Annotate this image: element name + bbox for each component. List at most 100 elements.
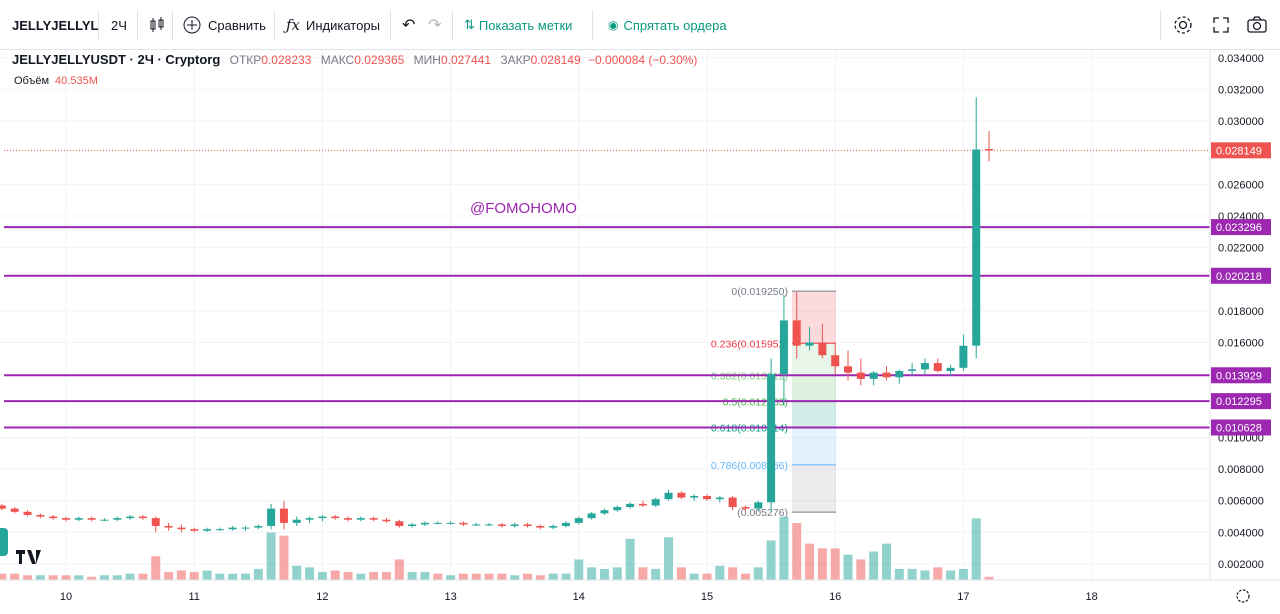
candle-body bbox=[472, 524, 481, 526]
redo-icon: ↷ bbox=[428, 17, 442, 34]
volume-bar bbox=[894, 568, 904, 580]
volume-bar bbox=[279, 535, 289, 580]
level-price-label: 0.012295 bbox=[1216, 396, 1262, 408]
candle-body bbox=[626, 503, 635, 508]
candle-body bbox=[549, 526, 558, 528]
x-tick-label: 14 bbox=[573, 591, 585, 603]
volume-bar bbox=[920, 570, 930, 580]
volume-bar bbox=[292, 565, 302, 580]
undo-icon: ↶ bbox=[402, 17, 416, 34]
candle-body bbox=[728, 497, 737, 508]
interval-button[interactable]: 2Ч bbox=[111, 17, 127, 33]
indicators-button[interactable]: ƒx Индикаторы bbox=[286, 0, 380, 50]
chart-type-button[interactable] bbox=[148, 0, 166, 50]
volume-bar bbox=[843, 554, 853, 580]
volume-bar bbox=[587, 567, 597, 580]
volume-bar bbox=[458, 573, 468, 580]
left-panel-toggle[interactable] bbox=[0, 528, 8, 556]
volume-bar bbox=[612, 567, 622, 580]
candle-body bbox=[23, 511, 32, 515]
volume-bar bbox=[856, 559, 866, 580]
x-tick-label: 16 bbox=[829, 591, 841, 603]
tradingview-logo-icon bbox=[16, 550, 46, 570]
candle-body bbox=[869, 372, 878, 379]
volume-bar bbox=[805, 543, 815, 580]
y-tick-label: 0.032000 bbox=[1218, 84, 1264, 96]
level-price-tag bbox=[1211, 219, 1271, 236]
open-value: 0.028233 bbox=[261, 53, 312, 67]
x-tick-label: 13 bbox=[444, 591, 456, 603]
volume-bar bbox=[881, 543, 891, 580]
candle-body bbox=[715, 497, 724, 500]
volume-bar bbox=[202, 570, 212, 580]
low-value: 0.027441 bbox=[440, 53, 491, 67]
volume-bar bbox=[10, 573, 20, 580]
redo-button[interactable]: ↷ bbox=[428, 0, 441, 50]
indicators-label: Индикаторы bbox=[306, 17, 380, 33]
fib-level-label: 0.786(0.008266) bbox=[711, 460, 788, 472]
volume-bar bbox=[266, 532, 276, 580]
hide-orders-button[interactable]: ◉ Спрятать ордера bbox=[608, 0, 727, 50]
symbol-search-button[interactable]: JELLYJELLYL bbox=[12, 17, 99, 33]
watermark-text: @FOMOHOMO bbox=[470, 200, 577, 217]
last-price-tag bbox=[1211, 142, 1271, 159]
compare-button[interactable]: Сравнить bbox=[182, 0, 266, 50]
gear-icon bbox=[1174, 16, 1192, 34]
show-marks-button[interactable]: ⇅ Показать метки bbox=[464, 0, 572, 50]
candle-body bbox=[74, 518, 83, 520]
candle-body bbox=[164, 526, 173, 528]
candle-body bbox=[574, 518, 583, 523]
volume-bar bbox=[638, 567, 648, 580]
candle-body bbox=[933, 363, 942, 371]
close-value: 0.028149 bbox=[530, 53, 581, 67]
candle-body bbox=[62, 518, 70, 520]
price-axis-bg bbox=[1210, 50, 1280, 580]
volume-bar bbox=[548, 573, 558, 580]
candle-body bbox=[703, 495, 711, 500]
screenshot-button[interactable] bbox=[1246, 0, 1268, 50]
ohlc-legend: JELLYJELLYUSDT · 2Ч · Cryptorg ОТКР0.028… bbox=[12, 52, 697, 67]
candle-body bbox=[356, 518, 365, 520]
candle-body bbox=[587, 513, 596, 519]
level-price-tag bbox=[1211, 367, 1271, 384]
last-price-label: 0.028149 bbox=[1216, 145, 1262, 157]
candle-body bbox=[331, 516, 340, 519]
y-tick-label: 0.030000 bbox=[1218, 116, 1264, 128]
volume-bar bbox=[689, 573, 699, 580]
candle-body bbox=[241, 527, 250, 529]
candle-body bbox=[844, 366, 853, 373]
volume-bar bbox=[356, 573, 366, 580]
axis-settings-icon[interactable] bbox=[1236, 589, 1250, 603]
candle-body bbox=[190, 529, 199, 531]
volume-bar bbox=[253, 568, 263, 580]
candle-body bbox=[203, 529, 212, 531]
candles-icon bbox=[150, 17, 164, 32]
volume-bar bbox=[0, 573, 7, 580]
candle-body bbox=[395, 521, 404, 527]
undo-button[interactable]: ↶ bbox=[402, 0, 415, 50]
y-tick-label: 0.022000 bbox=[1218, 243, 1264, 255]
level-price-label: 0.013929 bbox=[1216, 370, 1262, 382]
volume-bar bbox=[740, 573, 750, 580]
y-tick-label: 0.018000 bbox=[1218, 306, 1264, 318]
fullscreen-button[interactable] bbox=[1211, 0, 1231, 50]
level-price-label: 0.020218 bbox=[1216, 271, 1262, 283]
candle-body bbox=[600, 510, 609, 514]
candle-body bbox=[10, 508, 19, 512]
volume-bar bbox=[125, 573, 135, 580]
fib-level-label: 0.382(0.013912) bbox=[711, 371, 788, 383]
fx-icon: ƒx bbox=[286, 16, 301, 34]
volume-bar bbox=[599, 568, 609, 580]
volume-bar bbox=[535, 575, 545, 580]
candle-body bbox=[651, 499, 660, 506]
settings-button[interactable] bbox=[1172, 0, 1194, 50]
volume-bar bbox=[984, 576, 994, 580]
x-tick-label: 11 bbox=[188, 591, 199, 603]
fib-zone bbox=[792, 343, 836, 376]
x-tick-label: 15 bbox=[701, 591, 713, 603]
volume-bar bbox=[215, 573, 225, 580]
candle-body bbox=[767, 374, 776, 503]
candle-body bbox=[664, 492, 673, 500]
volume-value: 40.535M bbox=[55, 75, 98, 87]
